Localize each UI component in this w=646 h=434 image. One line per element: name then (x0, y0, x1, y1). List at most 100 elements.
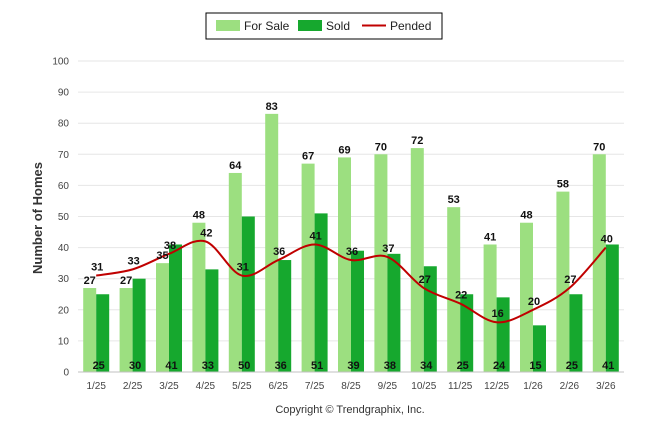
bar-sold (169, 244, 182, 372)
bar-sold (96, 294, 110, 372)
sold-value-label: 15 (529, 360, 541, 372)
sold-value-label: 36 (275, 360, 287, 372)
bar-sold (205, 269, 219, 372)
pended-value-label: 41 (309, 230, 321, 242)
for-sale-value-label: 83 (266, 101, 278, 113)
pended-value-label: 16 (491, 308, 503, 320)
sold-value-label: 33 (202, 360, 214, 372)
bar-sold (533, 325, 546, 372)
x-tick-label: 2/26 (560, 381, 580, 392)
pended-value-label: 27 (419, 274, 431, 286)
for-sale-value-label: 70 (593, 141, 605, 153)
sold-value-label: 30 (129, 360, 141, 372)
x-tick-label: 1/25 (86, 381, 106, 392)
bars (83, 113, 619, 373)
pended-value-label: 36 (273, 246, 285, 258)
x-tick-label: 6/25 (268, 381, 288, 392)
bar-for-sale (301, 163, 315, 372)
for-sale-value-label: 64 (229, 160, 242, 172)
for-sale-value-label: 67 (302, 151, 314, 163)
y-tick-label: 60 (58, 181, 70, 192)
pended-value-label: 38 (164, 240, 176, 252)
bar-for-sale (556, 191, 570, 372)
pended-value-label: 31 (91, 262, 103, 274)
sold-value-label: 25 (566, 360, 578, 372)
x-tick-label: 2/25 (123, 381, 143, 392)
legend-box (205, 12, 443, 40)
bar-sold (278, 260, 292, 372)
bar-for-sale (156, 263, 169, 372)
for-sale-value-label: 58 (557, 179, 569, 191)
sold-value-label: 39 (347, 360, 359, 372)
x-tick-label: 9/25 (378, 381, 398, 392)
axes: 0 10 20 30 40 50 60 70 80 90 100 1/25 2/25 3/25 4/25 5/… (52, 57, 624, 392)
copyright-credit: Copyright © Trendgraphix, Inc. (275, 404, 424, 416)
bar-sold (241, 216, 255, 372)
sold-value-label: 38 (384, 360, 396, 372)
for-sale-value-label: 48 (520, 210, 532, 222)
pended-line (96, 239, 607, 324)
y-tick-label: 10 (58, 336, 70, 347)
bar-for-sale (265, 113, 279, 373)
bar-sold (351, 250, 364, 372)
for-sale-value-label: 70 (375, 141, 387, 153)
pended-value-label: 36 (346, 246, 358, 258)
x-tick-label: 3/25 (159, 381, 179, 392)
bar-for-sale (410, 148, 424, 372)
bar-for-sale (119, 288, 133, 372)
sold-value-label: 25 (457, 360, 469, 372)
sold-value-label: 41 (165, 360, 177, 372)
y-tick-label: 100 (52, 57, 69, 68)
y-tick-label: 0 (63, 368, 69, 379)
bar-sold (569, 294, 583, 372)
pended-value-label: 33 (127, 255, 139, 267)
for-sale-value-label: 27 (120, 275, 132, 287)
x-tick-label: 3/26 (596, 381, 616, 392)
bar-for-sale (483, 244, 497, 372)
bar-sold (387, 253, 401, 372)
bar-sold (605, 244, 619, 372)
bar-for-sale (520, 222, 533, 372)
legend: For Sale Sold Pended (205, 12, 443, 40)
pended-value-label: 40 (601, 234, 613, 246)
x-tick-label: 5/25 (232, 381, 252, 392)
pended-value-label: 31 (237, 262, 249, 274)
pended-value-label: 22 (455, 290, 467, 302)
y-tick-label: 70 (58, 150, 70, 161)
y-axis-label: Number of Homes (30, 162, 45, 274)
y-tick-label: 30 (58, 274, 70, 285)
sold-value-label: 50 (238, 360, 250, 372)
y-tick-label: 80 (58, 119, 70, 130)
data-labels: 27 25 27 30 35 41 48 33 64 50 83 36 67 51 69 39 70 38 72 34… (84, 101, 615, 372)
x-tick-label: 12/25 (484, 381, 509, 392)
bar-for-sale (447, 207, 461, 372)
bar-sold (496, 297, 510, 372)
y-tick-label: 50 (58, 212, 70, 223)
y-tick-label: 20 (58, 305, 70, 316)
sold-value-label: 34 (420, 360, 433, 372)
x-tick-label: 8/25 (341, 381, 361, 392)
bar-for-sale (374, 154, 388, 372)
pended-value-label: 20 (528, 296, 540, 308)
x-tick-label: 11/25 (448, 381, 473, 392)
legend-swatch-for-sale (216, 20, 240, 31)
x-tick-label: 10/25 (411, 381, 436, 392)
bar-for-sale (592, 154, 606, 372)
bar-for-sale (83, 288, 97, 372)
legend-label-pended: Pended (390, 19, 431, 33)
bar-sold (132, 278, 146, 372)
for-sale-value-label: 69 (338, 144, 350, 156)
pended-value-label: 37 (382, 243, 394, 255)
pended-line-layer (96, 239, 607, 324)
legend-swatch-sold (298, 20, 322, 31)
bar-for-sale (338, 157, 351, 372)
for-sale-value-label: 41 (484, 231, 496, 243)
for-sale-value-label: 72 (411, 135, 423, 147)
x-tick-label: 7/25 (305, 381, 325, 392)
for-sale-value-label: 35 (156, 250, 168, 262)
x-tick-label: 1/26 (523, 381, 543, 392)
bar-sold (460, 294, 474, 372)
for-sale-value-label: 48 (193, 210, 205, 222)
x-tick-label: 4/25 (196, 381, 216, 392)
